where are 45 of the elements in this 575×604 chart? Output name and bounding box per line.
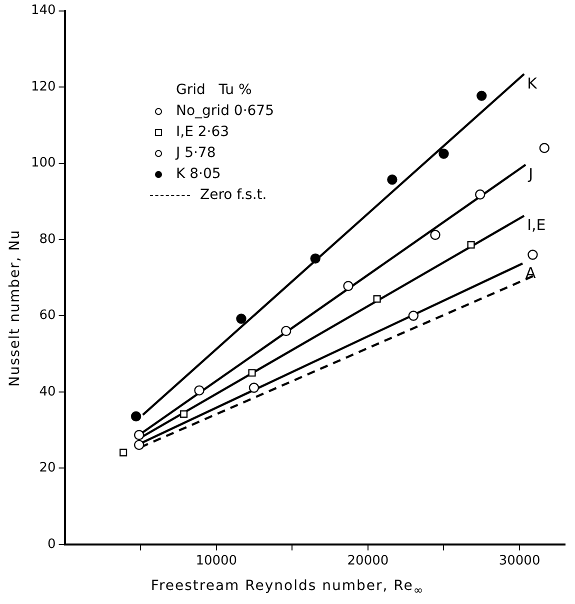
point [528,250,538,260]
x-tick-label: 30000 [498,554,540,569]
legend-label: No_grid 0·675 [176,102,274,121]
y-tick-label: 0 [48,536,56,552]
y-tick-label: 140 [30,3,56,18]
point [281,326,292,336]
legend-label: J 5·78 [176,144,216,163]
x-axis-title: Freestream Reynolds number, Re$_{∞}$ [150,578,426,597]
y-tick-label: 100 [30,156,56,171]
y-tick-label: 120 [30,79,56,94]
legend-label: I,E 2·63 [176,123,230,142]
point [467,241,475,249]
point [430,230,440,240]
point [475,189,486,200]
y-tick-label: 40 [39,384,56,400]
point [343,280,354,292]
y-axis-title: Nusselt number, Nu [7,228,23,389]
point [373,295,381,303]
point [236,314,246,324]
legend-label: Zero f.s.t. [200,186,267,205]
y-tick-label: 60 [39,308,56,324]
series-label: K [527,74,538,92]
point [387,174,398,185]
series-label: I,E [527,216,546,234]
point [248,382,260,393]
point [194,385,204,396]
point [408,310,419,321]
y-tick-label: 80 [39,232,56,247]
y-tick-label: 20 [39,460,56,476]
point [539,142,550,154]
series-label: A [526,264,537,282]
point [134,430,144,440]
legend-label: K 8·05 [176,165,221,184]
point [180,410,188,418]
point [134,440,144,450]
point [248,369,256,377]
legend-title: Grid Tu % [175,81,253,100]
point [310,253,320,264]
series-label: J [528,165,534,184]
point [120,448,128,456]
point [438,148,449,159]
point [476,90,487,101]
x-tick-label: 20000 [347,554,389,569]
x-tick-label: 10000 [196,554,238,569]
point [130,411,142,422]
